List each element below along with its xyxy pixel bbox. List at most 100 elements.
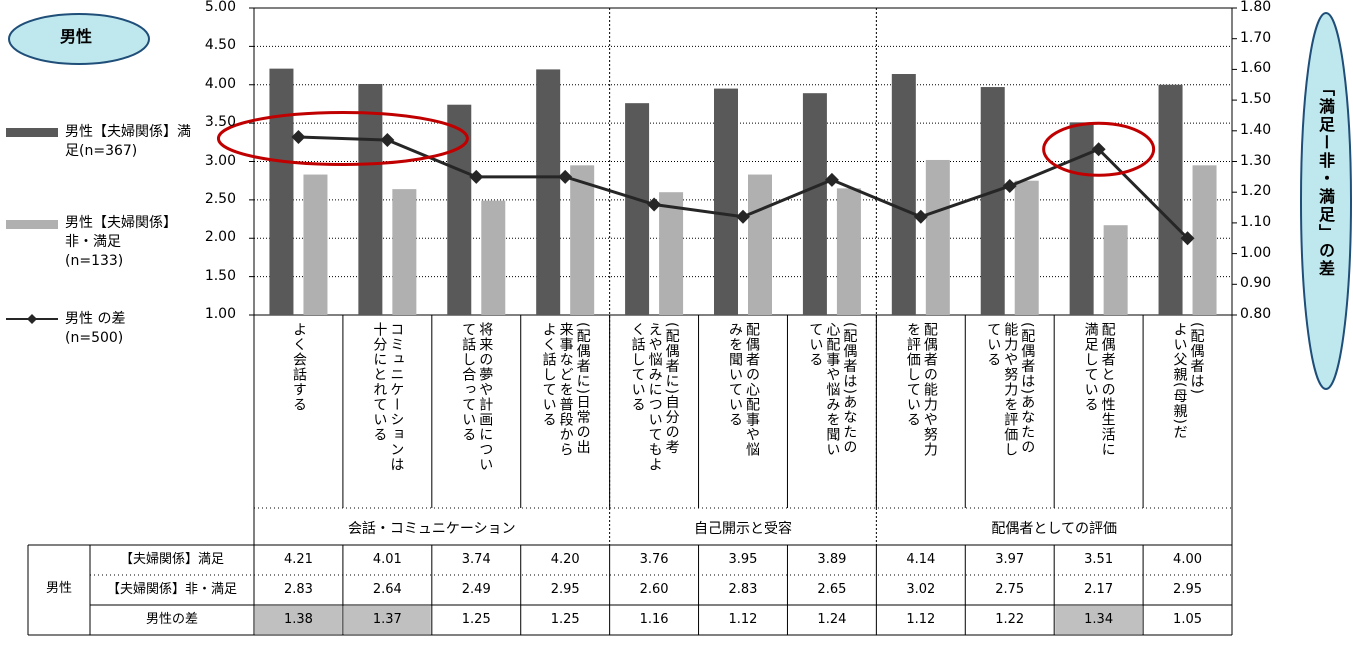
table-cell: 1.24 — [817, 612, 847, 627]
table-cell-highlight — [343, 606, 431, 634]
category-label: コミュニケーションは 十分にとれている — [371, 322, 405, 472]
left-tick-label: 2.00 — [204, 229, 236, 246]
table-cell: 1.05 — [1173, 612, 1202, 627]
bar-unsatisfied — [1014, 180, 1039, 315]
table-cell: 1.12 — [906, 612, 936, 627]
table-cell-highlight — [1055, 606, 1143, 634]
bar-unsatisfied — [392, 189, 417, 315]
category-label: よく会話する — [290, 322, 307, 412]
table-cell: 3.74 — [461, 552, 491, 567]
table-cell: 1.22 — [995, 612, 1025, 627]
left-tick-label: 5.00 — [204, 0, 236, 15]
legend-swatch-satisfied — [6, 128, 58, 137]
bar-satisfied — [1158, 84, 1183, 315]
difference-point — [824, 172, 839, 187]
right-tick-label: 0.90 — [1240, 275, 1272, 292]
highlight-ellipse — [1042, 121, 1156, 177]
bar-satisfied — [625, 103, 650, 315]
table-cell: 1.38 — [283, 612, 313, 627]
bar-unsatisfied — [659, 192, 684, 315]
table-cell: 1.34 — [1084, 612, 1114, 627]
left-tick-label: 4.50 — [204, 37, 236, 54]
right-axis-title: 「満足ー非・満足」の差 — [1316, 80, 1335, 278]
left-tick-label: 1.50 — [204, 267, 236, 284]
group-label: 自己開示と受容 — [693, 521, 792, 537]
title-badge-text: 男性 — [60, 27, 93, 46]
table-cell: 4.00 — [1173, 552, 1202, 567]
table-row-label: 【夫婦関係】非・満足 — [106, 582, 237, 597]
legend-line-marker-icon — [6, 314, 58, 324]
category-label: (配偶者に)自分の考 えや悩みについてもよ く話している — [629, 322, 680, 472]
difference-point — [647, 197, 662, 212]
difference-point — [558, 169, 573, 184]
left-tick-label: 3.00 — [204, 152, 236, 169]
table-row-label: 【夫婦関係】満足 — [119, 552, 224, 567]
table-cell: 3.95 — [728, 552, 758, 567]
bar-satisfied — [802, 93, 827, 315]
difference-point — [469, 169, 484, 184]
table-cell: 4.14 — [906, 552, 936, 567]
table-layer — [27, 544, 1233, 636]
table-cell: 3.76 — [639, 552, 669, 567]
difference-point — [1091, 142, 1106, 157]
table-cell: 2.49 — [461, 582, 491, 597]
right-tick-label: 1.10 — [1240, 213, 1272, 230]
bar-unsatisfied — [481, 200, 506, 315]
table-cell: 1.25 — [461, 612, 491, 627]
legend-label-unsatisfied: 男性【夫婦関係】非・満足(n=133) — [65, 215, 170, 269]
category-label: 配偶者との性生活に 満足している — [1082, 322, 1116, 457]
table-cell: 2.17 — [1084, 582, 1114, 597]
bar-unsatisfied — [748, 174, 772, 315]
left-tick-label: 2.50 — [204, 190, 236, 207]
table-cell: 3.89 — [817, 552, 847, 567]
table-cell: 2.65 — [817, 582, 847, 597]
category-label: (配偶者は) よい父親(母親)だ — [1171, 322, 1205, 440]
table-cell: 2.95 — [1173, 582, 1202, 597]
bar-unsatisfied — [570, 165, 595, 315]
left-tick-label: 4.00 — [204, 75, 236, 92]
bar-satisfied — [536, 69, 561, 316]
table-cell: 1.25 — [550, 612, 580, 627]
difference-point — [291, 129, 306, 144]
right-tick-label: 1.20 — [1240, 183, 1272, 200]
right-axis-badge-shape — [1300, 12, 1352, 390]
difference-point — [736, 209, 750, 224]
category-label: (配偶者に)日常の出 来事などを普段から よく話している — [540, 322, 591, 457]
legend-swatch-unsatisfied — [6, 220, 58, 229]
table-cell: 4.01 — [372, 552, 402, 567]
legend-label-difference: 男性 の差(n=500) — [65, 311, 126, 346]
difference-point — [1002, 179, 1017, 194]
table-cell: 2.60 — [639, 582, 669, 597]
left-tick-label: 3.50 — [204, 114, 236, 131]
bar-satisfied — [980, 87, 1005, 316]
right-tick-label: 1.50 — [1240, 91, 1272, 108]
table-cell: 3.51 — [1084, 552, 1114, 567]
category-label: 配偶者の能力や努力 を評価している — [904, 322, 938, 457]
bar-unsatisfied — [925, 159, 950, 315]
table-cell: 2.64 — [372, 582, 402, 597]
table-cell: 3.97 — [995, 552, 1025, 567]
category-label: (配偶者は)あなたの 能力や努力を評価し ている — [985, 322, 1036, 457]
table-cell: 3.02 — [906, 582, 936, 597]
title-badge-shape — [8, 13, 150, 65]
right-tick-label: 1.60 — [1240, 60, 1272, 77]
right-tick-label: 1.30 — [1240, 152, 1272, 169]
bar-satisfied — [891, 74, 916, 315]
bar-unsatisfied — [1192, 165, 1217, 315]
table-row-label: 男性の差 — [145, 612, 198, 627]
table-cell: 2.75 — [995, 582, 1025, 597]
table-cell: 2.83 — [728, 582, 758, 597]
bar-unsatisfied — [1103, 225, 1128, 315]
bar-satisfied — [358, 83, 383, 315]
table-cell: 2.83 — [283, 582, 313, 597]
category-label: 配偶者の心配事や悩 みを聞いている — [727, 322, 760, 457]
bar-satisfied — [714, 88, 738, 316]
table-cell: 2.95 — [550, 582, 580, 597]
plot-layer — [216, 7, 1237, 545]
table-cell: 4.20 — [550, 552, 580, 567]
difference-point — [380, 133, 395, 148]
table-cell: 4.21 — [283, 552, 313, 567]
bar-satisfied — [269, 68, 294, 315]
right-tick-label: 1.70 — [1240, 29, 1272, 46]
